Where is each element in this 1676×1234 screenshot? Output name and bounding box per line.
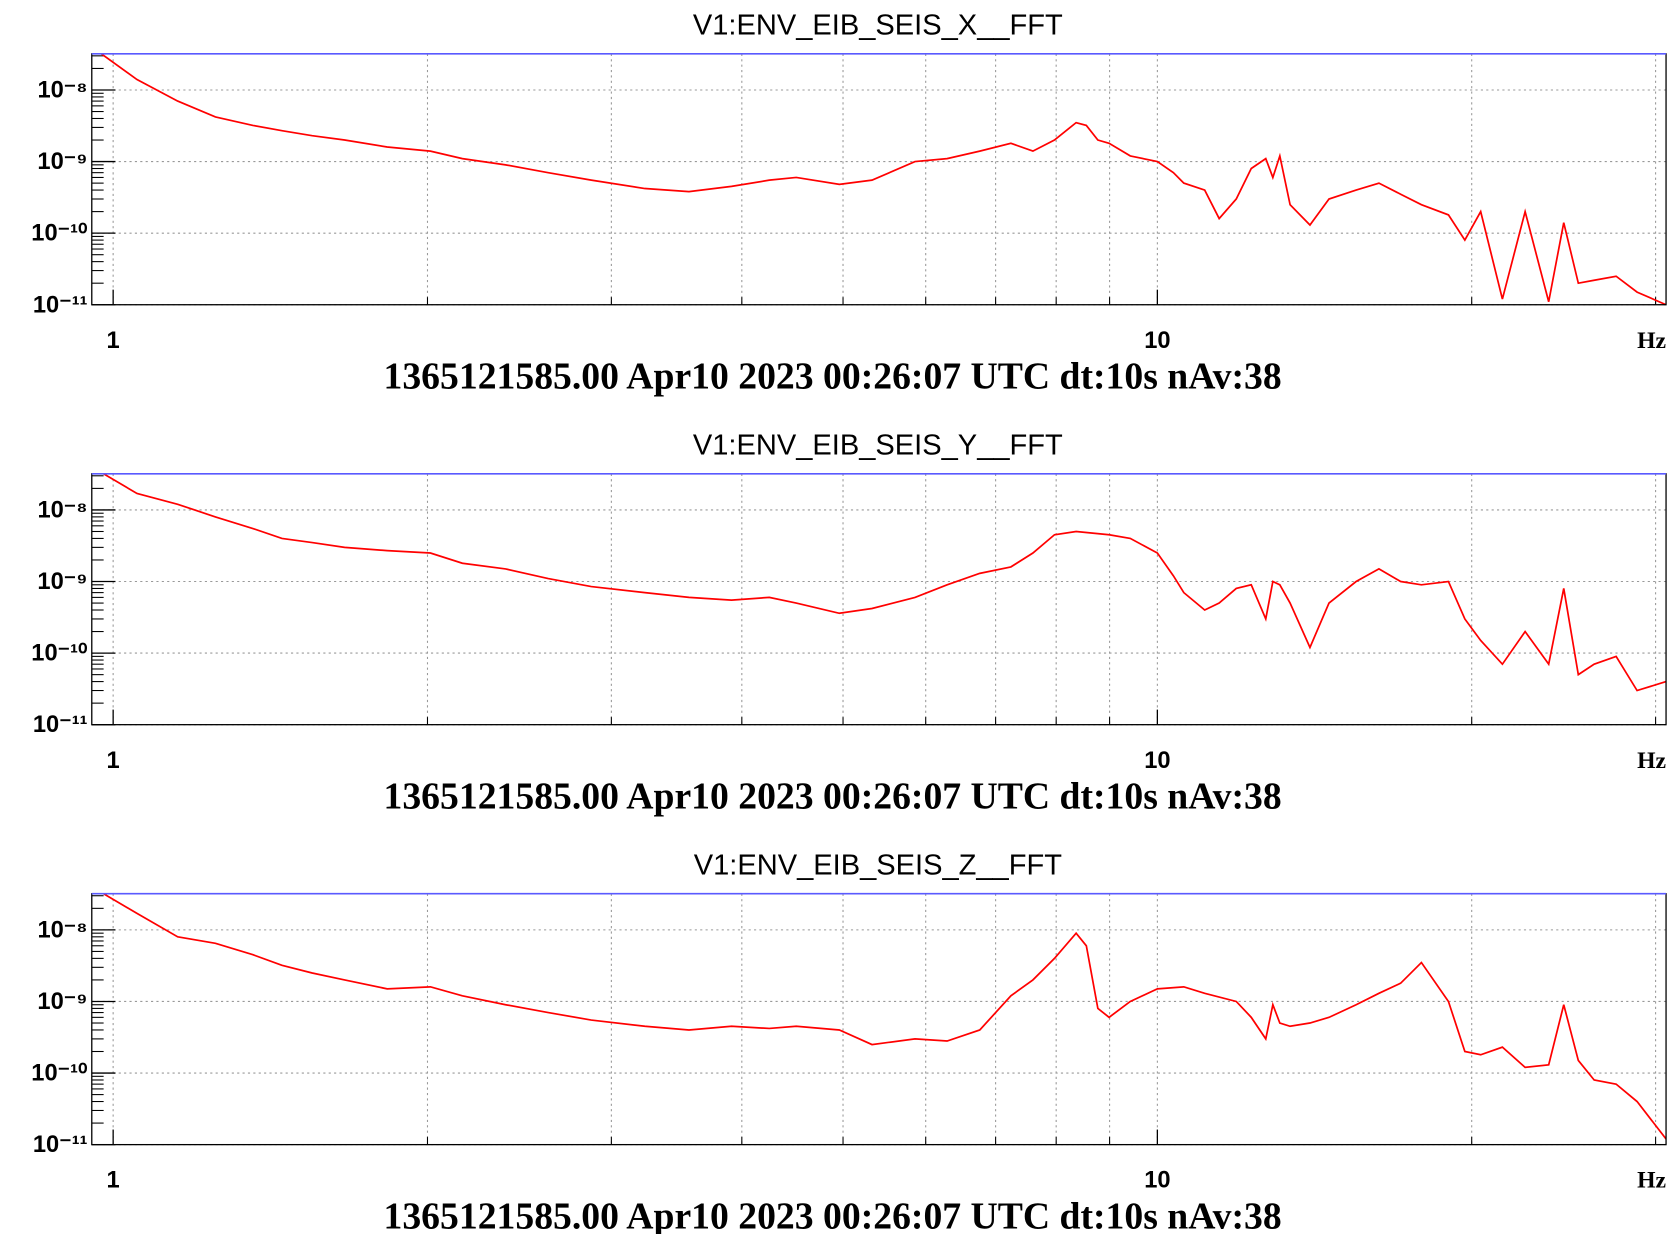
y-tick-label: 10⁻⁸ xyxy=(37,497,87,523)
x-axis-unit: Hz xyxy=(1637,1168,1666,1194)
chart-subtitle: 1365121585.00 Apr10 2023 00:26:07 UTC dt… xyxy=(384,356,1282,398)
panel: V1:ENV_EIB_SEIS_Z__FFT 10⁻¹¹ 10⁻¹⁰ 10⁻⁹ 10⁻⁸… xyxy=(31,849,1667,1234)
chart-title: V1:ENV_EIB_SEIS_X__FFT xyxy=(693,9,1063,41)
x-tick-label: 1 xyxy=(107,748,120,774)
y-tick-label: 10⁻¹¹ xyxy=(33,712,88,738)
y-tick-label: 10⁻¹¹ xyxy=(33,292,88,318)
x-tick-label: 1 xyxy=(107,328,120,354)
panel: V1:ENV_EIB_SEIS_Y__FFT 10⁻¹¹ 10⁻¹⁰ 10⁻⁹ 10⁻⁸… xyxy=(31,429,1667,818)
series-line xyxy=(101,473,1667,692)
x-tick-label: 10 xyxy=(1144,1168,1170,1194)
y-tick-label: 10⁻⁹ xyxy=(37,989,87,1015)
plot-frame xyxy=(91,473,1667,726)
y-tick-label: 10⁻¹⁰ xyxy=(31,1061,88,1087)
plot-frame xyxy=(91,53,1667,306)
y-tick-label: 10⁻⁹ xyxy=(37,149,87,175)
chart-title: V1:ENV_EIB_SEIS_Z__FFT xyxy=(694,849,1063,881)
x-tick-label: 10 xyxy=(1144,328,1170,354)
y-tick-label: 10⁻⁸ xyxy=(37,917,87,943)
x-axis-unit: Hz xyxy=(1637,328,1666,354)
chart-title: V1:ENV_EIB_SEIS_Y__FFT xyxy=(693,429,1063,461)
chart-subtitle: 1365121585.00 Apr10 2023 00:26:07 UTC dt… xyxy=(384,776,1282,818)
y-tick-label: 10⁻¹⁰ xyxy=(31,641,88,667)
x-axis-unit: Hz xyxy=(1637,748,1666,774)
chart-subtitle: 1365121585.00 Apr10 2023 00:26:07 UTC dt… xyxy=(384,1196,1282,1234)
x-tick-label: 10 xyxy=(1144,748,1170,774)
panel: V1:ENV_EIB_SEIS_X__FFT 10⁻¹¹ 10⁻¹⁰ 10⁻⁹ 10⁻⁸… xyxy=(31,9,1667,398)
y-tick-label: 10⁻¹¹ xyxy=(33,1132,88,1158)
plot-frame xyxy=(91,893,1667,1146)
y-tick-label: 10⁻⁹ xyxy=(37,569,87,595)
series-line xyxy=(101,893,1667,1140)
x-tick-label: 1 xyxy=(107,1168,120,1194)
y-tick-label: 10⁻¹⁰ xyxy=(31,221,88,247)
series-line xyxy=(99,53,1667,305)
y-tick-label: 10⁻⁸ xyxy=(37,78,87,104)
